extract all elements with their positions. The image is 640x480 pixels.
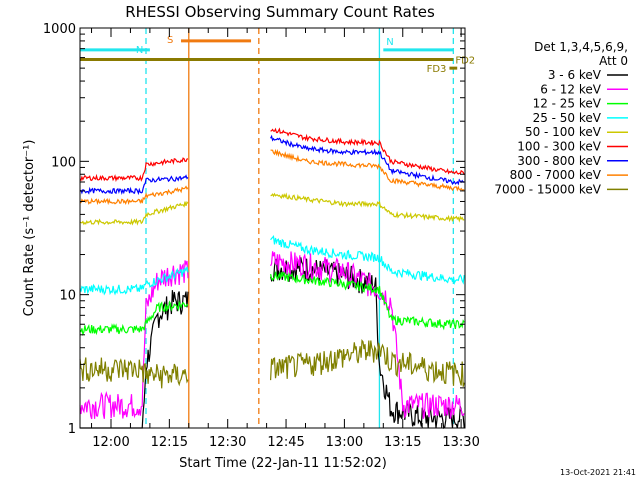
y-tick-label: 1	[68, 422, 76, 437]
footer-timestamp: 13-Oct-2021 21:41	[560, 468, 636, 477]
legend-header-att: Att 0	[599, 54, 628, 68]
legend-label: 7000 - 15000 keV	[494, 182, 601, 196]
legend-label: 3 - 6 keV	[548, 68, 602, 82]
x-tick-label: 12:00	[92, 435, 129, 450]
chart-title: RHESSI Observing Summary Count Rates	[125, 3, 435, 21]
x-tick-label: 13:30	[442, 435, 479, 450]
y-tick-label: 1000	[43, 22, 76, 37]
flag-label: N	[136, 45, 143, 56]
plot-frame	[79, 27, 466, 429]
x-tick-label: 12:45	[267, 435, 304, 450]
series-line-25-50-kev	[79, 235, 465, 296]
legend-label: 800 - 7000 keV	[510, 168, 602, 182]
x-tick-label: 12:15	[151, 435, 188, 450]
legend-label: 50 - 100 keV	[525, 125, 602, 139]
series-line-100-300-kev	[79, 127, 465, 183]
legend-label: 100 - 300 keV	[517, 140, 601, 154]
x-tick-label: 13:00	[326, 435, 363, 450]
y-tick-label: 10	[59, 289, 76, 304]
legend-header: Det 1,3,4,5,6,9,	[534, 40, 628, 54]
series-line-7000-15000-kev	[79, 339, 465, 389]
series-line-6-12-kev	[79, 251, 465, 420]
x-tick-label: 13:15	[384, 435, 421, 450]
y-axis-label: Count Rate (s⁻¹ detector⁻¹)	[22, 140, 37, 317]
y-tick-label: 100	[51, 155, 76, 170]
legend-label: 12 - 25 keV	[533, 97, 602, 111]
flag-label: FD3	[427, 64, 447, 75]
x-tick-label: 12:30	[209, 435, 246, 450]
legend-label: 25 - 50 keV	[533, 111, 602, 125]
series-line-12-25-kev	[79, 271, 465, 337]
series-line-50-100-kev	[79, 192, 465, 226]
flag-label: N	[386, 37, 393, 48]
x-axis-label: Start Time (22-Jan-11 11:52:02)	[179, 456, 387, 471]
legend-label: 6 - 12 keV	[540, 82, 602, 96]
series-line-800-7000-kev	[79, 148, 465, 206]
series-line-300-800-kev	[79, 134, 465, 196]
legend-label: 300 - 800 keV	[517, 154, 601, 168]
flag-label: S	[167, 35, 173, 46]
